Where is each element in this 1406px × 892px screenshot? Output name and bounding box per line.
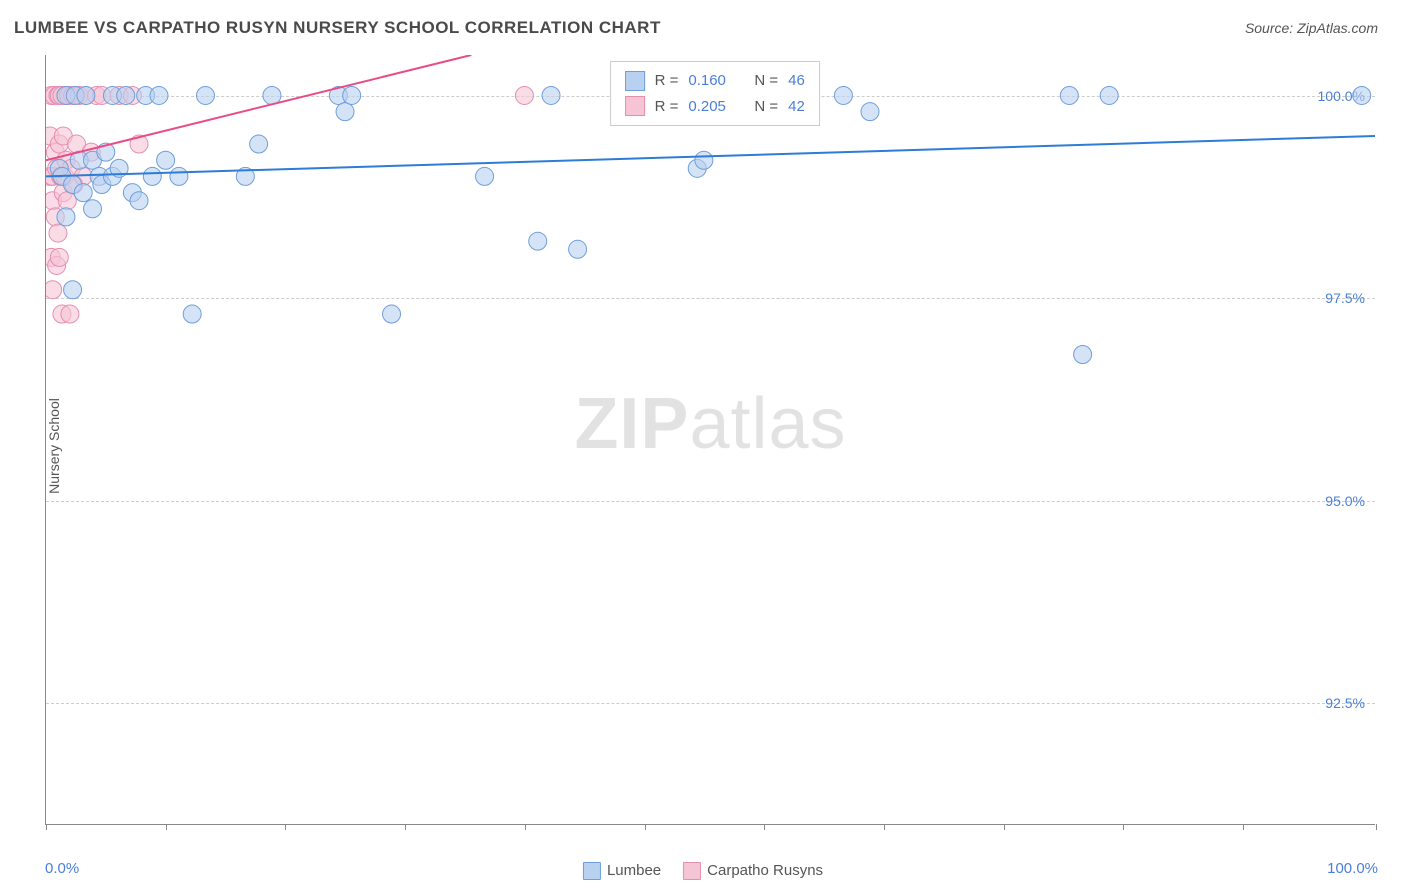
data-point	[64, 281, 82, 299]
x-tick	[1243, 824, 1244, 830]
data-point	[196, 86, 214, 104]
data-point	[157, 151, 175, 169]
data-point	[46, 281, 62, 299]
n-value: 46	[788, 68, 805, 94]
data-point	[476, 167, 494, 185]
r-value: 0.160	[688, 68, 736, 94]
x-tick	[525, 824, 526, 830]
bottom-legend-item: Carpatho Rusyns	[683, 862, 823, 880]
data-point	[529, 232, 547, 250]
data-point	[74, 184, 92, 202]
bottom-legend-item: Lumbee	[583, 862, 661, 880]
x-tick	[46, 824, 47, 830]
n-label: N =	[754, 68, 778, 94]
x-tick	[1123, 824, 1124, 830]
legend-row: R = 0.205 N = 42	[625, 94, 805, 120]
x-tick	[1004, 824, 1005, 830]
x-tick	[285, 824, 286, 830]
chart-svg	[46, 55, 1375, 824]
data-point	[183, 305, 201, 323]
source-label: Source: ZipAtlas.com	[1245, 20, 1378, 36]
r-value: 0.205	[688, 94, 736, 120]
x-axis-min-label: 0.0%	[45, 860, 79, 877]
data-point	[569, 240, 587, 258]
data-point	[383, 305, 401, 323]
chart-title: LUMBEE VS CARPATHO RUSYN NURSERY SCHOOL …	[14, 18, 661, 38]
r-label: R =	[655, 94, 679, 120]
trend-line	[46, 136, 1375, 176]
legend-swatch	[683, 862, 701, 880]
x-tick	[645, 824, 646, 830]
legend-swatch	[583, 862, 601, 880]
data-point	[834, 86, 852, 104]
data-point	[695, 151, 713, 169]
data-point	[49, 224, 67, 242]
data-point	[542, 86, 560, 104]
legend-swatch	[625, 71, 645, 91]
data-point	[143, 167, 161, 185]
data-point	[58, 192, 76, 210]
data-point	[57, 208, 75, 226]
legend-label: Lumbee	[607, 862, 661, 879]
x-tick	[764, 824, 765, 830]
data-point	[1074, 346, 1092, 364]
data-point	[1060, 86, 1078, 104]
data-point	[84, 200, 102, 218]
data-point	[861, 103, 879, 121]
n-label: N =	[754, 94, 778, 120]
r-label: R =	[655, 68, 679, 94]
data-point	[515, 86, 533, 104]
data-point	[50, 248, 68, 266]
data-point	[336, 103, 354, 121]
data-point	[250, 135, 268, 153]
data-point	[130, 192, 148, 210]
x-tick	[884, 824, 885, 830]
bottom-legend: Lumbee Carpatho Rusyns	[583, 862, 823, 880]
legend-box: R = 0.160 N = 46 R = 0.205 N = 42	[610, 61, 820, 126]
data-point	[343, 86, 361, 104]
x-tick	[1376, 824, 1377, 830]
data-point	[150, 86, 168, 104]
data-point	[170, 167, 188, 185]
data-point	[1100, 86, 1118, 104]
x-tick	[166, 824, 167, 830]
data-point	[61, 305, 79, 323]
data-point	[117, 86, 135, 104]
legend-row: R = 0.160 N = 46	[625, 68, 805, 94]
x-axis-max-label: 100.0%	[1327, 860, 1378, 877]
legend-label: Carpatho Rusyns	[707, 862, 823, 879]
n-value: 42	[788, 94, 805, 120]
x-tick	[405, 824, 406, 830]
data-point	[77, 86, 95, 104]
plot-area: ZIPatlas R =0.160N =46R =0.205N =42 92.5…	[45, 55, 1375, 825]
data-point	[1353, 86, 1371, 104]
legend-swatch	[625, 96, 645, 116]
